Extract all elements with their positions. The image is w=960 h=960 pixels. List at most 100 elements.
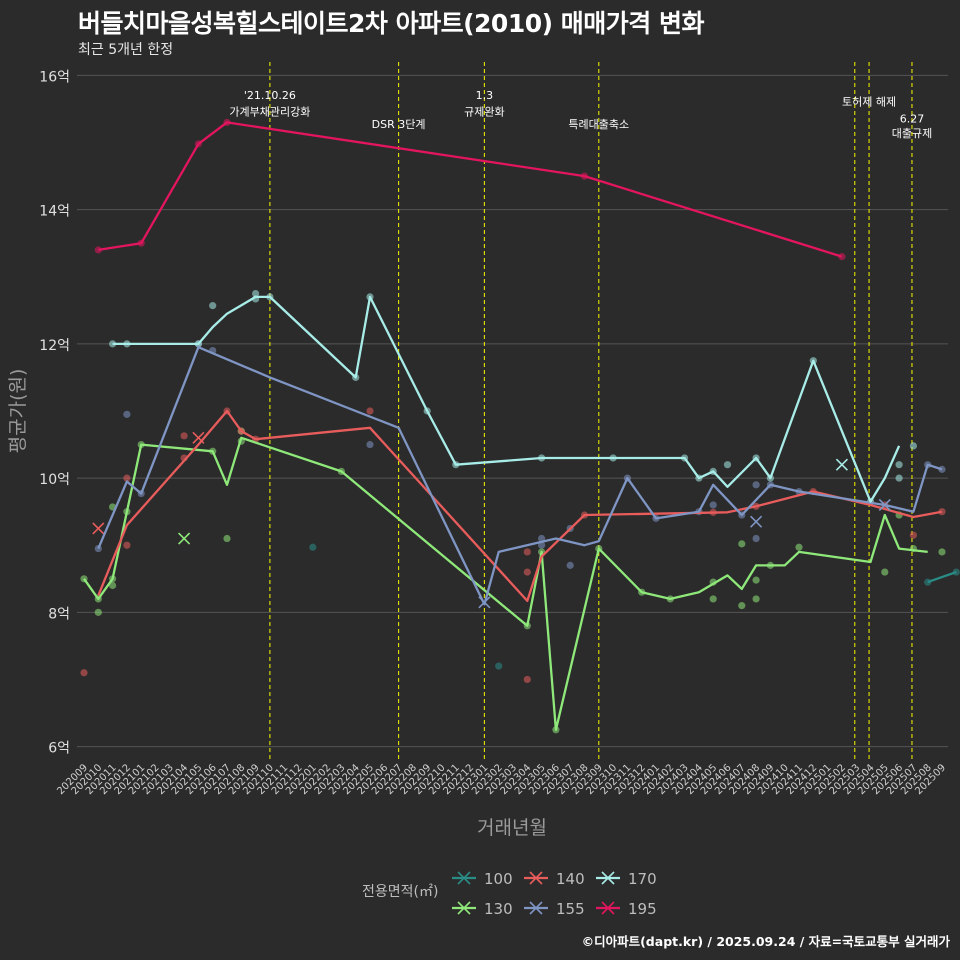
event-label: 토허제 해제	[842, 95, 896, 109]
cross-marker-155	[478, 596, 491, 609]
legend-item-195: 195	[596, 900, 657, 918]
data-point-140	[80, 669, 88, 677]
data-point-140	[123, 541, 131, 549]
data-point-140	[938, 508, 946, 516]
event-label: 규제완화	[464, 106, 504, 119]
legend-title: 전용면적(㎡)	[362, 884, 438, 900]
cross-stroke	[478, 596, 491, 609]
data-point-130	[223, 534, 231, 543]
x-axis-title: 거래년월	[477, 817, 547, 839]
series-layer	[80, 118, 960, 734]
data-point-170	[895, 461, 903, 469]
data-point-130	[752, 595, 760, 603]
data-point-155	[366, 440, 374, 449]
y-tick-label: 16억	[39, 69, 70, 85]
data-point-130	[109, 581, 117, 590]
legend-item-100: 100	[452, 870, 513, 888]
data-point-140	[523, 675, 531, 684]
legend-cross	[529, 871, 543, 885]
data-point-170	[209, 302, 217, 310]
series-line-100	[927, 571, 957, 584]
cross-stroke	[178, 532, 191, 545]
legend-cross	[601, 871, 615, 885]
data-point-140	[523, 568, 531, 576]
data-point-100	[309, 543, 317, 551]
data-point-155	[709, 501, 717, 509]
legend-cross	[457, 901, 471, 915]
cross-marker-140	[192, 431, 205, 444]
cross-marker-140	[92, 522, 105, 535]
data-point-195	[94, 246, 102, 254]
data-point-130	[795, 543, 803, 551]
legend-cross	[457, 871, 471, 885]
legend-cross	[601, 901, 615, 915]
data-point-130	[709, 595, 717, 603]
cross-marker-155	[878, 498, 891, 512]
data-point-130	[752, 576, 760, 584]
series-line-140	[97, 409, 943, 603]
legend-label: 195	[628, 900, 657, 918]
y-tick-label: 8억	[48, 606, 70, 622]
cross-stroke	[92, 522, 105, 535]
data-point-140	[366, 407, 374, 415]
y-axis-title: 평균가(원)	[7, 369, 29, 454]
data-point-170	[723, 461, 732, 469]
legend-item-130: 130	[452, 900, 513, 918]
axes: 6억8억10억12억14억16억202009202010202011202012…	[39, 69, 948, 797]
data-point-155	[752, 481, 760, 489]
legend: 전용면적(㎡) 100 140 170 130 155 195	[362, 870, 657, 918]
y-tick-label: 14억	[39, 204, 70, 220]
event-label: DSR 3단계	[372, 118, 426, 131]
legend-cross	[529, 901, 543, 915]
data-point-130	[881, 568, 889, 576]
data-point-170	[895, 474, 903, 482]
data-point-130	[94, 608, 102, 616]
event-label: 특례대출축소	[568, 118, 629, 131]
data-point-155	[566, 561, 574, 569]
cross-marker-155	[750, 515, 763, 528]
legend-item-170: 170	[596, 870, 657, 888]
data-point-155	[752, 534, 760, 543]
page-subtitle: 최근 5개년 한정	[78, 42, 174, 58]
legend-label: 130	[484, 900, 513, 918]
data-point-130	[738, 540, 746, 548]
footer-credit: ©디아파트(dapt.kr) / 2025.09.24 / 자료=국토교통부 실…	[581, 934, 950, 949]
cross-stroke	[192, 431, 205, 444]
event-label: 6.27	[900, 112, 925, 125]
cross-stroke	[878, 498, 891, 512]
data-point-140	[180, 432, 188, 440]
data-point-140	[909, 531, 918, 539]
data-point-130	[738, 602, 746, 610]
legend-item-155: 155	[524, 900, 585, 918]
data-point-170	[252, 289, 260, 298]
legend-label: 140	[556, 870, 585, 888]
legend-item-140: 140	[524, 870, 585, 888]
cross-marker-130	[178, 532, 191, 545]
page-title: 버들치마을성복힐스테이트2차 아파트(2010) 매매가격 변화	[78, 9, 704, 38]
y-tick-label: 6억	[48, 741, 70, 757]
grid-lines	[77, 74, 948, 748]
cross-stroke	[835, 458, 848, 471]
data-point-155	[123, 410, 131, 418]
event-label: 1.3	[476, 89, 494, 102]
y-tick-label: 12억	[39, 338, 70, 354]
cross-stroke	[750, 515, 763, 528]
data-point-170	[909, 442, 918, 450]
legend-label: 100	[484, 870, 513, 888]
series-line-170	[112, 295, 901, 503]
series-line-130	[83, 436, 928, 731]
legend-label: 170	[628, 870, 657, 888]
data-point-130	[938, 548, 946, 556]
legend-label: 155	[556, 900, 585, 918]
data-point-140	[523, 548, 531, 556]
cross-marker-170	[835, 458, 848, 471]
y-tick-label: 10억	[39, 472, 70, 488]
series-line-195	[98, 121, 843, 258]
data-point-140	[123, 474, 131, 482]
data-point-100	[495, 662, 503, 670]
event-label: 가계부채관리강화	[229, 106, 310, 119]
event-label: '21.10.26	[244, 89, 296, 102]
event-label: 대출규제	[892, 127, 932, 140]
